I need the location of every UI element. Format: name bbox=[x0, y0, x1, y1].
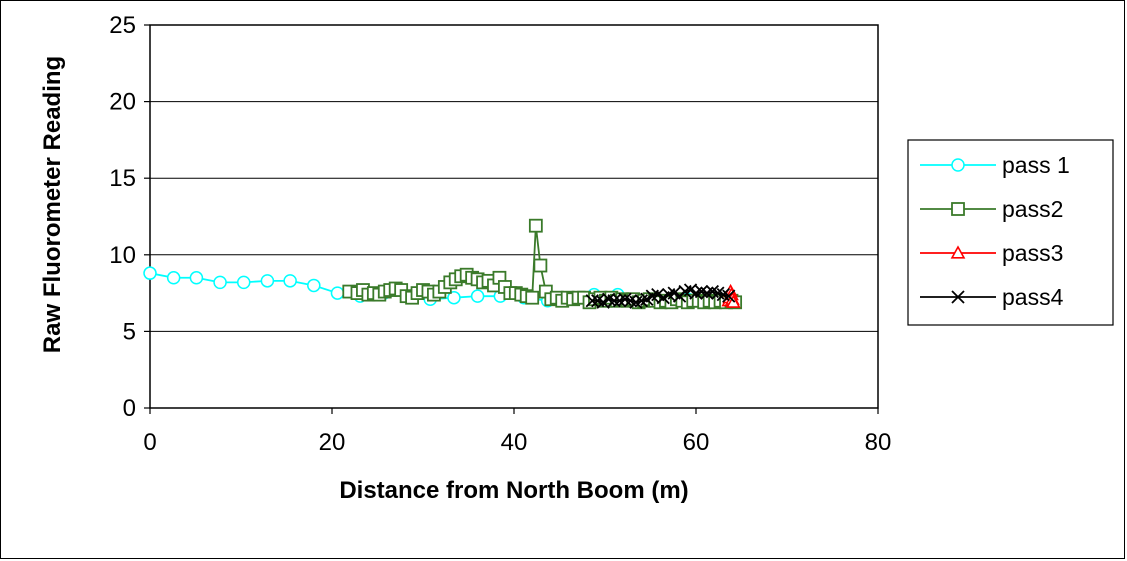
data-point-0-6 bbox=[283, 274, 297, 288]
data-point-3-4 bbox=[607, 294, 621, 308]
x-axis-ticks: 0 20 40 60 80 bbox=[143, 408, 891, 456]
grid-lines bbox=[150, 101, 878, 332]
data-point-0-1 bbox=[166, 271, 181, 285]
y-tick-label-5: 25 bbox=[109, 12, 136, 39]
series-layer bbox=[143, 218, 743, 310]
x-tick-label-4: 80 bbox=[865, 429, 892, 456]
legend: pass 1 pass2 pass3 pass4 bbox=[907, 139, 1114, 326]
legend-swatch-marker-1 bbox=[951, 202, 965, 216]
y-axis-title: Raw Fluorometer Reading bbox=[39, 56, 66, 353]
data-point-0-4 bbox=[236, 275, 251, 290]
x-axis-title: Distance from North Boom (m) bbox=[339, 477, 688, 504]
y-tick-label-2: 10 bbox=[109, 242, 136, 269]
x-tick-label-1: 20 bbox=[319, 429, 346, 456]
data-point-3-25 bbox=[722, 289, 736, 303]
legend-swatch-marker-3 bbox=[951, 290, 965, 304]
legend-item-3: pass4 bbox=[920, 284, 1064, 310]
data-point-1-34 bbox=[528, 218, 543, 233]
plot-area bbox=[149, 24, 879, 409]
data-point-0-13 bbox=[447, 290, 461, 305]
legend-swatch-marker-0 bbox=[951, 158, 965, 172]
y-axis-ticks: 0 5 10 15 20 25 bbox=[109, 12, 150, 422]
legend-box bbox=[907, 139, 1114, 326]
y-tick-label-3: 15 bbox=[109, 165, 136, 192]
y-tick-label-0: 0 bbox=[123, 395, 136, 422]
legend-label-3: pass4 bbox=[1002, 284, 1064, 310]
x-tick-label-3: 60 bbox=[683, 429, 710, 456]
data-point-0-0 bbox=[143, 266, 157, 280]
legend-item-2: pass3 bbox=[920, 240, 1063, 266]
data-point-0-5 bbox=[260, 274, 275, 288]
data-point-1-35 bbox=[533, 258, 548, 273]
data-point-1-33 bbox=[525, 290, 540, 305]
legend-item-0: pass 1 bbox=[920, 152, 1070, 178]
data-point-0-2 bbox=[189, 271, 204, 285]
legend-label-1: pass2 bbox=[1002, 196, 1063, 222]
y-tick-label-1: 5 bbox=[123, 318, 136, 345]
data-point-0-14 bbox=[470, 289, 485, 303]
legend-label-0: pass 1 bbox=[1002, 152, 1070, 178]
series-3 bbox=[585, 283, 736, 309]
y-tick-label-4: 20 bbox=[109, 89, 136, 116]
x-tick-label-0: 0 bbox=[143, 429, 156, 456]
legend-label-2: pass3 bbox=[1002, 240, 1063, 266]
legend-item-1: pass2 bbox=[920, 196, 1063, 222]
data-point-0-3 bbox=[213, 275, 227, 290]
data-point-0-8 bbox=[330, 286, 345, 300]
legend-swatch-marker-2 bbox=[950, 245, 966, 259]
data-point-3-0 bbox=[585, 294, 599, 308]
x-tick-label-2: 40 bbox=[501, 429, 528, 456]
data-point-0-7 bbox=[307, 278, 321, 293]
